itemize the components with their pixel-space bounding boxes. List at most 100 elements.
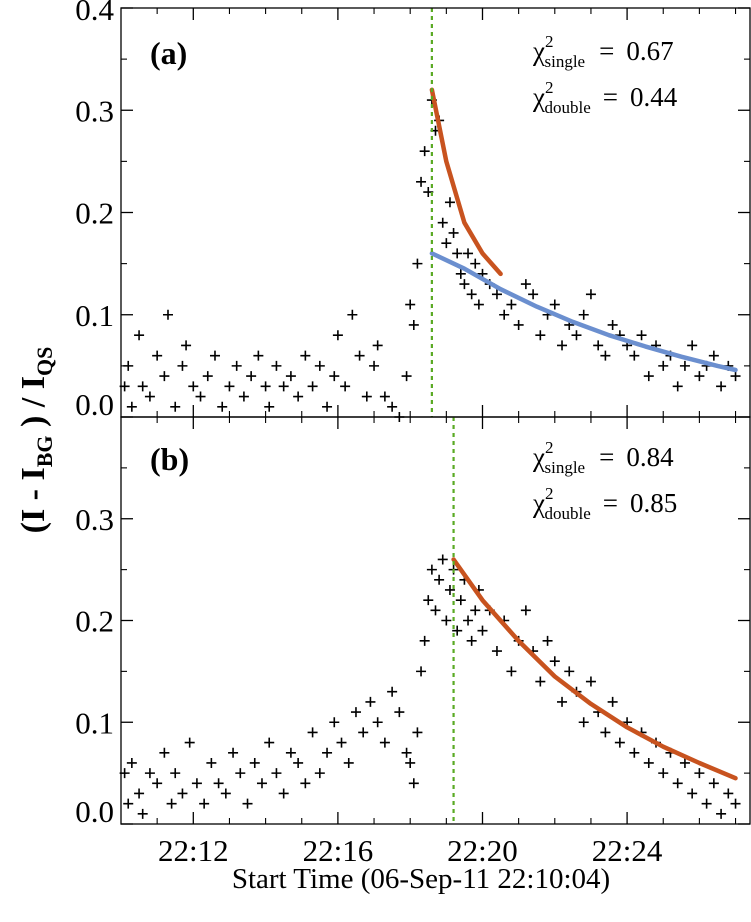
data-point	[416, 176, 427, 187]
data-point	[441, 238, 452, 249]
y-axis-title: (I - IBG ) / IQS	[15, 347, 57, 534]
data-point	[466, 635, 477, 646]
data-point	[549, 299, 560, 310]
data-point	[379, 391, 390, 402]
data-point	[477, 625, 488, 636]
data-point	[387, 401, 398, 412]
data-point	[152, 350, 163, 361]
data-point	[253, 350, 264, 361]
data-point	[322, 747, 333, 758]
data-point	[235, 768, 246, 779]
data-point	[614, 737, 625, 748]
data-point	[369, 360, 380, 371]
data-point	[242, 798, 253, 809]
panel-b: 0.0 0.1 0.2 0.3 22:12 22:16 22:20 22:24 (b) χ2…	[75, 416, 751, 868]
data-point	[535, 330, 546, 341]
data-point	[134, 788, 145, 799]
data-point	[430, 605, 441, 616]
data-point	[499, 309, 510, 320]
x-tick-label: 22:20	[447, 833, 518, 868]
data-point	[600, 727, 611, 738]
data-point	[379, 737, 390, 748]
data-point	[166, 798, 177, 809]
panel-a-fits	[429, 87, 738, 373]
data-point	[202, 371, 213, 382]
y-tick-label: 0.2	[75, 196, 114, 231]
data-point	[184, 737, 195, 748]
chi-double-a: χ2 double = 0.44	[532, 78, 678, 117]
data-point	[278, 381, 289, 392]
data-point	[607, 319, 618, 330]
data-point	[405, 299, 416, 310]
data-point	[466, 289, 477, 300]
data-point	[708, 778, 719, 789]
data-point	[444, 584, 455, 595]
data-point	[293, 757, 304, 768]
data-point	[181, 340, 192, 351]
data-point	[134, 330, 145, 341]
data-point	[162, 309, 173, 320]
data-point	[170, 768, 181, 779]
data-point	[249, 757, 260, 768]
data-point	[347, 309, 358, 320]
data-point	[513, 319, 524, 330]
data-point	[549, 656, 560, 667]
data-point	[520, 605, 531, 616]
data-point	[137, 808, 148, 819]
data-point	[256, 778, 267, 789]
fit-curve	[451, 557, 738, 781]
data-point	[300, 350, 311, 361]
data-point	[293, 391, 304, 402]
data-point	[159, 371, 170, 382]
data-point	[629, 747, 640, 758]
data-point	[463, 615, 474, 626]
data-point	[585, 676, 596, 687]
data-point	[463, 248, 474, 259]
x-axis-title: Start Time (06-Sep-11 22:10:04)	[232, 863, 610, 895]
chi-single-b: χ2 single = 0.84	[532, 438, 674, 477]
data-point	[444, 197, 455, 208]
data-point	[405, 757, 416, 768]
data-point	[434, 574, 445, 585]
data-point	[213, 778, 224, 789]
data-point	[557, 340, 568, 351]
y-tick-label: 0.1	[75, 298, 114, 333]
data-point	[408, 778, 419, 789]
data-point	[730, 371, 741, 382]
chi-single-a: χ2 single = 0.67	[532, 32, 674, 71]
data-point	[437, 554, 448, 565]
data-point	[314, 768, 325, 779]
data-point	[354, 350, 365, 361]
data-point	[708, 350, 719, 361]
data-point	[578, 309, 589, 320]
data-point	[209, 350, 220, 361]
data-point	[441, 615, 452, 626]
data-point	[564, 666, 575, 677]
data-point	[452, 248, 463, 259]
data-point	[658, 768, 669, 779]
data-point	[723, 788, 734, 799]
data-point	[177, 360, 188, 371]
data-point	[679, 360, 690, 371]
data-point	[260, 381, 271, 392]
data-point	[365, 696, 376, 707]
data-point	[220, 788, 231, 799]
data-point	[264, 737, 275, 748]
data-point	[571, 330, 582, 341]
data-point	[401, 371, 412, 382]
data-point	[470, 258, 481, 269]
data-point	[459, 279, 470, 290]
data-point	[278, 788, 289, 799]
data-point	[473, 299, 484, 310]
data-point	[271, 768, 282, 779]
panel-b-chi-block: χ2 single = 0.84 χ2 double = 0.85	[532, 438, 677, 523]
data-point	[452, 625, 463, 636]
panel-a-ytick-labels: 0.0 0.1 0.2 0.3 0.4	[75, 0, 114, 422]
data-point	[170, 401, 181, 412]
data-point	[358, 727, 369, 738]
data-point	[578, 717, 589, 728]
data-point	[716, 808, 727, 819]
data-point	[137, 381, 148, 392]
data-point	[307, 381, 318, 392]
y-tick-label: 0.0	[75, 794, 114, 829]
